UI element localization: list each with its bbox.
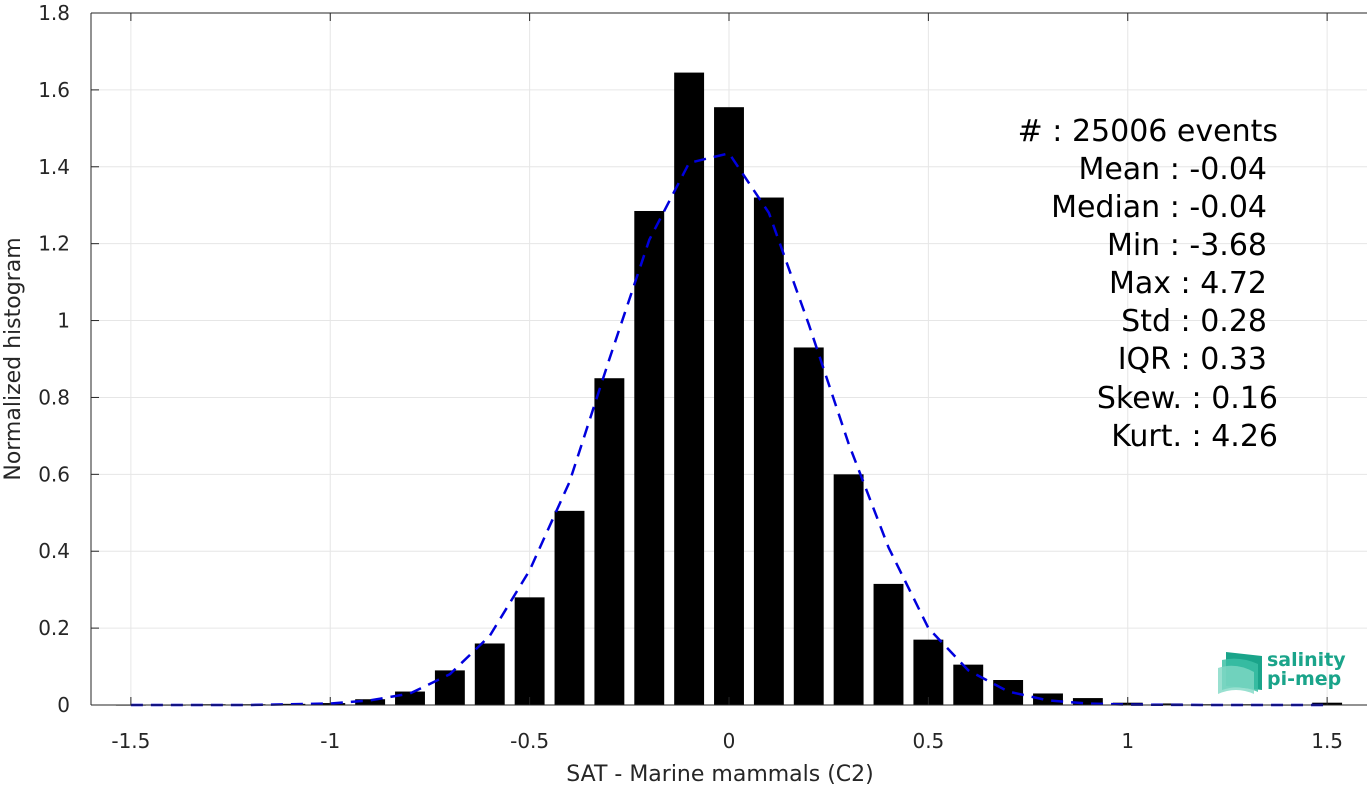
x-tick-label: -1 [320, 729, 340, 753]
histogram-bar [355, 699, 386, 705]
histogram-bar [395, 691, 425, 705]
x-tick-label: -1.5 [111, 729, 150, 753]
stat-median: Median : -0.04 [1051, 190, 1267, 225]
stat-kurt: Kurt. : 4.26 [1111, 419, 1278, 454]
y-tick-label: 1.8 [38, 1, 70, 25]
stat-skew: Skew. : 0.16 [1097, 381, 1278, 416]
y-axis-label: Normalized histogram [1, 237, 26, 480]
y-tick-label: 1.2 [38, 232, 70, 256]
stat-max: Max : 4.72 [1109, 266, 1267, 301]
histogram-bar [474, 643, 505, 705]
wave-logo-icon [1218, 652, 1262, 694]
x-tick-label: 0.5 [912, 729, 944, 753]
histogram-bar [1152, 703, 1183, 705]
stat-iqr: IQR : 0.33 [1118, 342, 1267, 377]
logo-line2: pi-mep [1267, 668, 1341, 690]
histogram-bar [634, 210, 665, 705]
histogram-bar [1072, 698, 1103, 705]
histogram-bars [115, 72, 1343, 706]
logo-line1: salinity [1267, 649, 1346, 671]
histogram-bar [714, 107, 744, 705]
histogram-bar [514, 597, 545, 705]
stat-min: Min : -3.68 [1107, 228, 1267, 263]
y-tick-labels: 0 0.2 0.4 0.6 0.8 1 1.2 1.4 1.6 1.8 [38, 1, 70, 717]
stat-std: Std : 0.28 [1121, 304, 1267, 339]
stat-events: # : 25006 events [1018, 114, 1278, 149]
x-tick-labels: -1.5 -1 -0.5 0 0.5 1 1.5 [111, 729, 1343, 753]
histogram-bar [275, 703, 306, 705]
y-tick-label: 1.6 [38, 78, 70, 102]
x-tick-label: 0 [723, 729, 736, 753]
histogram-bar [753, 197, 784, 706]
x-tick-label: -0.5 [510, 729, 549, 753]
histogram-bar [833, 474, 864, 705]
y-tick-label: 0.4 [38, 539, 70, 563]
stat-mean: Mean : -0.04 [1078, 152, 1267, 187]
y-tick-label: 0 [57, 693, 70, 717]
histogram-bar [993, 680, 1024, 705]
histogram-bar [1033, 693, 1063, 705]
y-tick-label: 0.2 [38, 616, 70, 640]
stats-box: # : 25006 events Mean : -0.04 Median : -… [1018, 114, 1278, 454]
y-tick-label: 1 [57, 309, 70, 333]
axes [90, 12, 1367, 706]
y-tick-label: 0.6 [38, 462, 70, 486]
y-tick-label: 1.4 [38, 155, 70, 179]
histogram-bar [674, 72, 705, 706]
histogram-bar [913, 639, 944, 705]
x-tick-label: 1.5 [1311, 729, 1343, 753]
y-tick-label: 0.8 [38, 385, 70, 409]
histogram-bar [434, 670, 465, 705]
x-axis-label: SAT - Marine mammals (C2) [566, 762, 874, 785]
histogram-bar [554, 510, 585, 705]
histogram-bar [793, 347, 824, 705]
x-tick-label: 1 [1121, 729, 1134, 753]
histogram-bar [594, 378, 625, 705]
salinity-pi-mep-logo: salinity pi-mep [1218, 649, 1346, 694]
histogram-bar [873, 583, 904, 705]
